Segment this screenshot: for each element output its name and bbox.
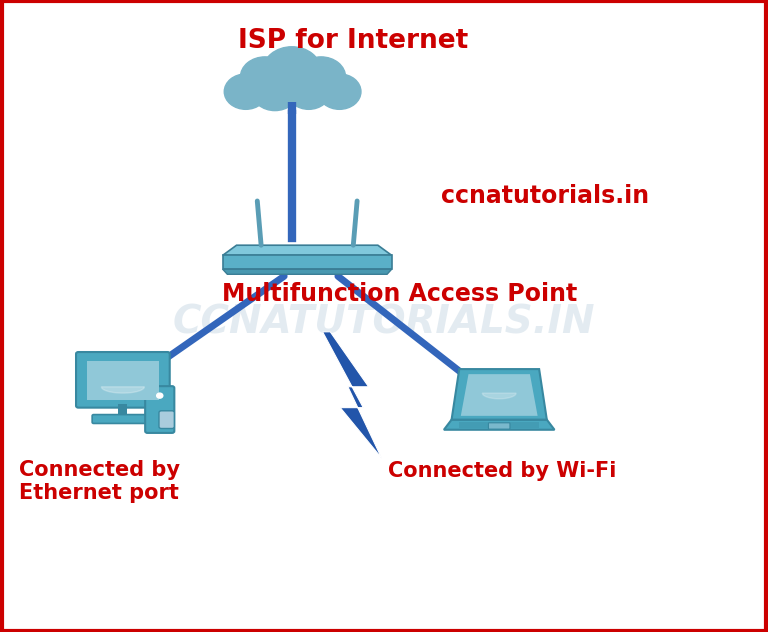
Text: ISP for Internet: ISP for Internet (238, 28, 468, 54)
Circle shape (240, 57, 290, 97)
Circle shape (252, 73, 298, 111)
FancyBboxPatch shape (459, 422, 539, 428)
FancyBboxPatch shape (87, 361, 159, 400)
Text: ccnatutorials.in: ccnatutorials.in (442, 184, 649, 208)
Circle shape (224, 74, 267, 109)
Text: Connected by
Ethernet port: Connected by Ethernet port (19, 460, 180, 503)
FancyBboxPatch shape (159, 411, 174, 428)
Text: Connected by Wi-Fi: Connected by Wi-Fi (388, 461, 616, 481)
FancyBboxPatch shape (223, 255, 392, 269)
Circle shape (296, 57, 346, 97)
Polygon shape (323, 332, 382, 458)
FancyBboxPatch shape (145, 386, 174, 433)
Text: CCNATUTORIALS.IN: CCNATUTORIALS.IN (173, 303, 595, 341)
Polygon shape (452, 369, 547, 420)
Polygon shape (482, 393, 516, 399)
FancyBboxPatch shape (488, 423, 510, 429)
FancyBboxPatch shape (76, 352, 170, 408)
Circle shape (287, 74, 330, 109)
Polygon shape (461, 374, 538, 416)
Circle shape (318, 74, 361, 109)
Polygon shape (223, 245, 392, 255)
Text: Multifunction Access Point: Multifunction Access Point (222, 282, 577, 306)
Polygon shape (444, 420, 554, 430)
FancyBboxPatch shape (237, 78, 347, 102)
Circle shape (263, 47, 321, 95)
FancyBboxPatch shape (92, 415, 154, 423)
Circle shape (157, 393, 163, 398)
FancyBboxPatch shape (118, 404, 127, 417)
Polygon shape (223, 269, 392, 274)
Polygon shape (101, 387, 144, 393)
